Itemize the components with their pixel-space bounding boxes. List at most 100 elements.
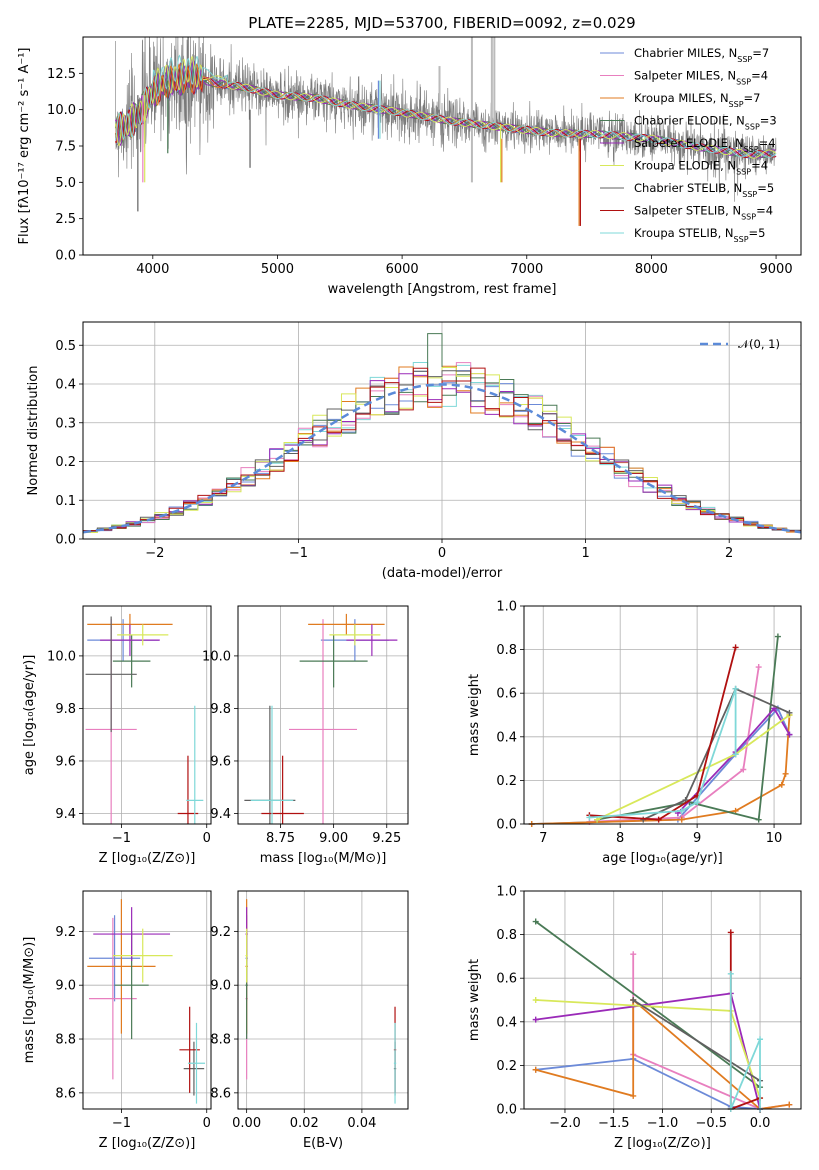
x-axis-label: wavelength [Angstrom, rest frame] xyxy=(328,282,557,297)
y-axis-label: Flux [fλ10⁻¹⁷ erg cm⁻² s⁻¹ A⁻¹] xyxy=(17,48,32,245)
x-tick-label: 8000 xyxy=(635,262,668,277)
weight-marker xyxy=(774,633,781,640)
x-tick-label: 5000 xyxy=(261,262,294,277)
x-tick-label: 4000 xyxy=(136,262,169,277)
age_vs_Z-panel: −1 0 9.4 9.6 9.8 10.0 Z [log₁₀(Z/Z⊙)] age [log₁… xyxy=(22,605,212,866)
weight-marker xyxy=(586,814,593,821)
weight-marker xyxy=(755,664,762,671)
model-spectrum xyxy=(114,54,777,158)
x-axis-label: mass [log₁₀(M/M⊙)] xyxy=(260,851,387,866)
y-tick-label: 9.4 xyxy=(210,807,231,822)
x-tick-label: 9000 xyxy=(760,262,793,277)
x-tick-label: 6000 xyxy=(386,262,419,277)
y-tick-label: 0.2 xyxy=(496,774,517,789)
x-axis-label: Z [log₁₀(Z/Z⊙)] xyxy=(614,1136,711,1151)
y-tick-label: 10.0 xyxy=(202,649,231,664)
x-axis-label: E(B-V) xyxy=(303,1136,343,1151)
y-tick-label: 12.5 xyxy=(47,67,76,82)
y-tick-label: 9.2 xyxy=(210,925,231,940)
weight-marker xyxy=(778,781,785,788)
x-tick-label: 1 xyxy=(581,546,589,561)
y-tick-label: 9.2 xyxy=(55,925,76,940)
weight-marker xyxy=(630,1092,637,1099)
weight-marker xyxy=(678,807,685,814)
y-tick-label: 0.4 xyxy=(496,730,517,745)
legend-entry: 𝒩(0, 1) xyxy=(738,337,780,351)
y-tick-label: 0.0 xyxy=(496,818,517,833)
weight-series xyxy=(596,636,779,821)
x-tick-label: −1 xyxy=(289,546,308,561)
weight-marker xyxy=(732,685,739,692)
weight-marker xyxy=(786,731,793,738)
x-tick-label: 8 xyxy=(616,831,624,846)
axes-frame xyxy=(82,890,212,1110)
chart-title: PLATE=2285, MJD=53700, FIBERID=0092, z=0… xyxy=(248,14,635,32)
x-axis-label: (data-model)/error xyxy=(382,566,503,581)
weight-series xyxy=(589,688,737,819)
weight-marker xyxy=(532,918,539,925)
weight-series xyxy=(729,973,761,1109)
weight-marker xyxy=(727,970,734,977)
weight-series xyxy=(535,1057,761,1109)
y-tick-label: 0.2 xyxy=(496,1059,517,1074)
x-axis-label: age [log₁₀(age/yr)] xyxy=(602,851,723,866)
y-tick-label: 9.0 xyxy=(210,979,231,994)
y-tick-label: 9.6 xyxy=(55,754,76,769)
y-tick-label: 0.6 xyxy=(496,972,517,987)
y-tick-label: 0.0 xyxy=(496,1103,517,1118)
y-tick-label: 0.8 xyxy=(496,928,517,943)
legend-entry: Salpeter STELIB, NSSP=4 xyxy=(634,204,773,222)
x-tick-label: 2 xyxy=(725,546,733,561)
mass_vs_ebv-panel: 0.00 0.02 0.04 8.6 8.8 9.0 9.2 E(B-V) xyxy=(210,890,409,1151)
legend-entry: Chabrier ELODIE, NSSP=3 xyxy=(634,114,777,132)
y-tick-label: 0.6 xyxy=(496,687,517,702)
weight-marker xyxy=(630,997,637,1003)
weight-series xyxy=(632,999,761,1082)
x-tick-label: −2.0 xyxy=(549,1116,581,1131)
legend-entry: Kroupa ELODIE, NSSP=4 xyxy=(634,159,768,177)
legend-entry: Chabrier STELIB, NSSP=5 xyxy=(634,181,774,199)
weight-series xyxy=(531,706,791,824)
histogram-series xyxy=(83,367,801,539)
x-tick-label: −0.5 xyxy=(695,1116,727,1131)
weights_vs_Z-panel: −2.0 −1.5 −1.0 −0.5 0.0 0.0 0.2 0.4 0.6 0.8 1.0 Z [… xyxy=(467,885,802,1151)
x-tick-label: −1 xyxy=(112,831,131,846)
y-tick-label: 9.6 xyxy=(210,754,231,769)
y-tick-label: 10.0 xyxy=(47,103,76,118)
residuals-panel: −2 −1 0 1 2 0.0 0.1 0.2 0.3 0.4 0.5 (data-model)/er… xyxy=(26,321,802,581)
x-tick-label: 8.75 xyxy=(266,831,295,846)
x-tick-label: 0 xyxy=(203,1116,211,1131)
y-tick-label: 10.0 xyxy=(47,649,76,664)
x-tick-label: 0.02 xyxy=(290,1116,319,1131)
weight-marker xyxy=(786,1101,793,1108)
x-tick-label: 9.25 xyxy=(372,831,401,846)
y-tick-label: 0.5 xyxy=(55,339,76,354)
weights_vs_age-panel: 7 8 9 10 0.0 0.2 0.4 0.6 0.8 1.0 age [log₁₀(age/yr… xyxy=(467,600,802,866)
x-axis-label: Z [log₁₀(Z/Z⊙)] xyxy=(99,1136,196,1151)
y-tick-label: 0.1 xyxy=(55,494,76,509)
y-axis-label: mass [log₁₀(M/M⊙)] xyxy=(22,937,37,1064)
spectrum-panel: 4000 5000 6000 7000 8000 9000 0.0 2.5 5.0 7.5 10.0… xyxy=(17,14,802,297)
model-spectrum xyxy=(114,60,777,159)
x-tick-label: −2 xyxy=(145,546,164,561)
y-tick-label: 8.8 xyxy=(210,1033,231,1048)
weight-marker xyxy=(532,1016,539,1023)
x-tick-label: −1 xyxy=(112,1116,131,1131)
weight-series xyxy=(589,666,760,823)
x-tick-label: 9 xyxy=(693,831,701,846)
y-axis-label: age [log₁₀(age/yr)] xyxy=(22,655,37,776)
y-tick-label: 8.6 xyxy=(55,1086,76,1101)
y-tick-label: 0.0 xyxy=(55,533,76,548)
weight-marker xyxy=(532,1066,539,1073)
axes-frame xyxy=(237,890,409,1110)
y-tick-label: 0.8 xyxy=(496,643,517,658)
legend-entry: Kroupa MILES, NSSP=7 xyxy=(634,91,760,109)
model-spectrum xyxy=(114,55,777,159)
y-tick-label: 1.0 xyxy=(496,885,517,900)
weight-series xyxy=(589,647,737,821)
axes-frame xyxy=(237,605,409,825)
x-tick-label: 0 xyxy=(203,831,211,846)
y-tick-label: 9.8 xyxy=(55,702,76,717)
axes-frame xyxy=(523,890,802,1110)
